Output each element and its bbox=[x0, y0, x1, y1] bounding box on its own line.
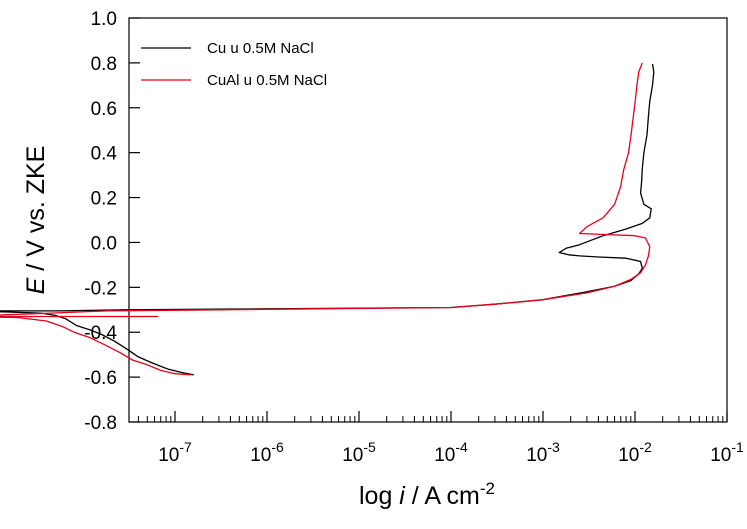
x-axis-label-var: i bbox=[399, 482, 406, 510]
y-tick-label: -0.8 bbox=[84, 413, 117, 434]
x-tick-label-base: 10 bbox=[618, 445, 639, 466]
x-tick-label-base: 10 bbox=[526, 445, 547, 466]
y-axis-label: E / V vs. ZKE bbox=[22, 146, 50, 295]
x-tick-label: 10-1 bbox=[710, 439, 744, 466]
y-tick-label: 0.8 bbox=[91, 54, 117, 75]
x-tick-label-base: 10 bbox=[710, 445, 731, 466]
x-tick-label: 10-2 bbox=[618, 439, 652, 466]
x-tick-label-base: 10 bbox=[342, 445, 363, 466]
plot-frame bbox=[128, 17, 728, 423]
x-major-ticks: 10-7 10-6 10-5 10-4 10-3 10-2 10-1 bbox=[158, 411, 744, 466]
x-tick-label-exponent: -7 bbox=[179, 439, 192, 455]
x-tick-label: 10-4 bbox=[434, 439, 468, 466]
y-tick-label: -0.2 bbox=[84, 278, 117, 299]
y-tick-label: 0.0 bbox=[91, 233, 117, 254]
y-axis-label-rest: / V vs. ZKE bbox=[22, 146, 50, 278]
x-tick-label-exponent: -5 bbox=[363, 439, 376, 455]
y-tick-label: 0.2 bbox=[91, 189, 117, 210]
x-tick-label: 10-5 bbox=[342, 439, 376, 466]
y-tick-label: 0.6 bbox=[91, 99, 117, 120]
series-layer bbox=[0, 62, 655, 376]
legend: Cu u 0.5M NaCl CuAl u 0.5M NaCl bbox=[141, 40, 327, 89]
x-tick-label-exponent: -3 bbox=[547, 439, 560, 455]
x-tick-label-base: 10 bbox=[158, 445, 179, 466]
y-tick-label: 0.4 bbox=[91, 144, 118, 165]
y-ticks: -0.8-0.6-0.4-0.20.00.20.40.60.81.0 bbox=[84, 9, 140, 434]
x-axis-label-suffix: / A cm bbox=[405, 482, 480, 510]
x-tick-label-exponent: -2 bbox=[639, 439, 652, 455]
x-tick-label: 10-3 bbox=[526, 439, 560, 466]
x-tick-label-exponent: -1 bbox=[731, 439, 744, 455]
x-axis-label-prefix: log bbox=[359, 482, 399, 510]
x-axis-label: log i / A cm-2 bbox=[359, 479, 495, 510]
x-minor-ticks bbox=[137, 416, 724, 422]
x-tick-label-exponent: -6 bbox=[271, 439, 284, 455]
y-tick-label: -0.6 bbox=[84, 368, 117, 389]
x-axis-label-exponent: -2 bbox=[480, 479, 495, 498]
x-tick-label-exponent: -4 bbox=[455, 439, 468, 455]
x-tick-label-base: 10 bbox=[434, 445, 455, 466]
x-tick-label-base: 10 bbox=[250, 445, 271, 466]
x-tick-label: 10-7 bbox=[158, 439, 192, 466]
series-line-cu bbox=[0, 63, 655, 376]
legend-label-cu: Cu u 0.5M NaCl bbox=[207, 40, 314, 57]
x-tick-label: 10-6 bbox=[250, 439, 284, 466]
y-axis-label-var: E bbox=[22, 277, 50, 294]
legend-label-cual: CuAl u 0.5M NaCl bbox=[207, 72, 327, 89]
series-line-cual bbox=[0, 62, 651, 376]
y-tick-label: 1.0 bbox=[91, 9, 117, 30]
